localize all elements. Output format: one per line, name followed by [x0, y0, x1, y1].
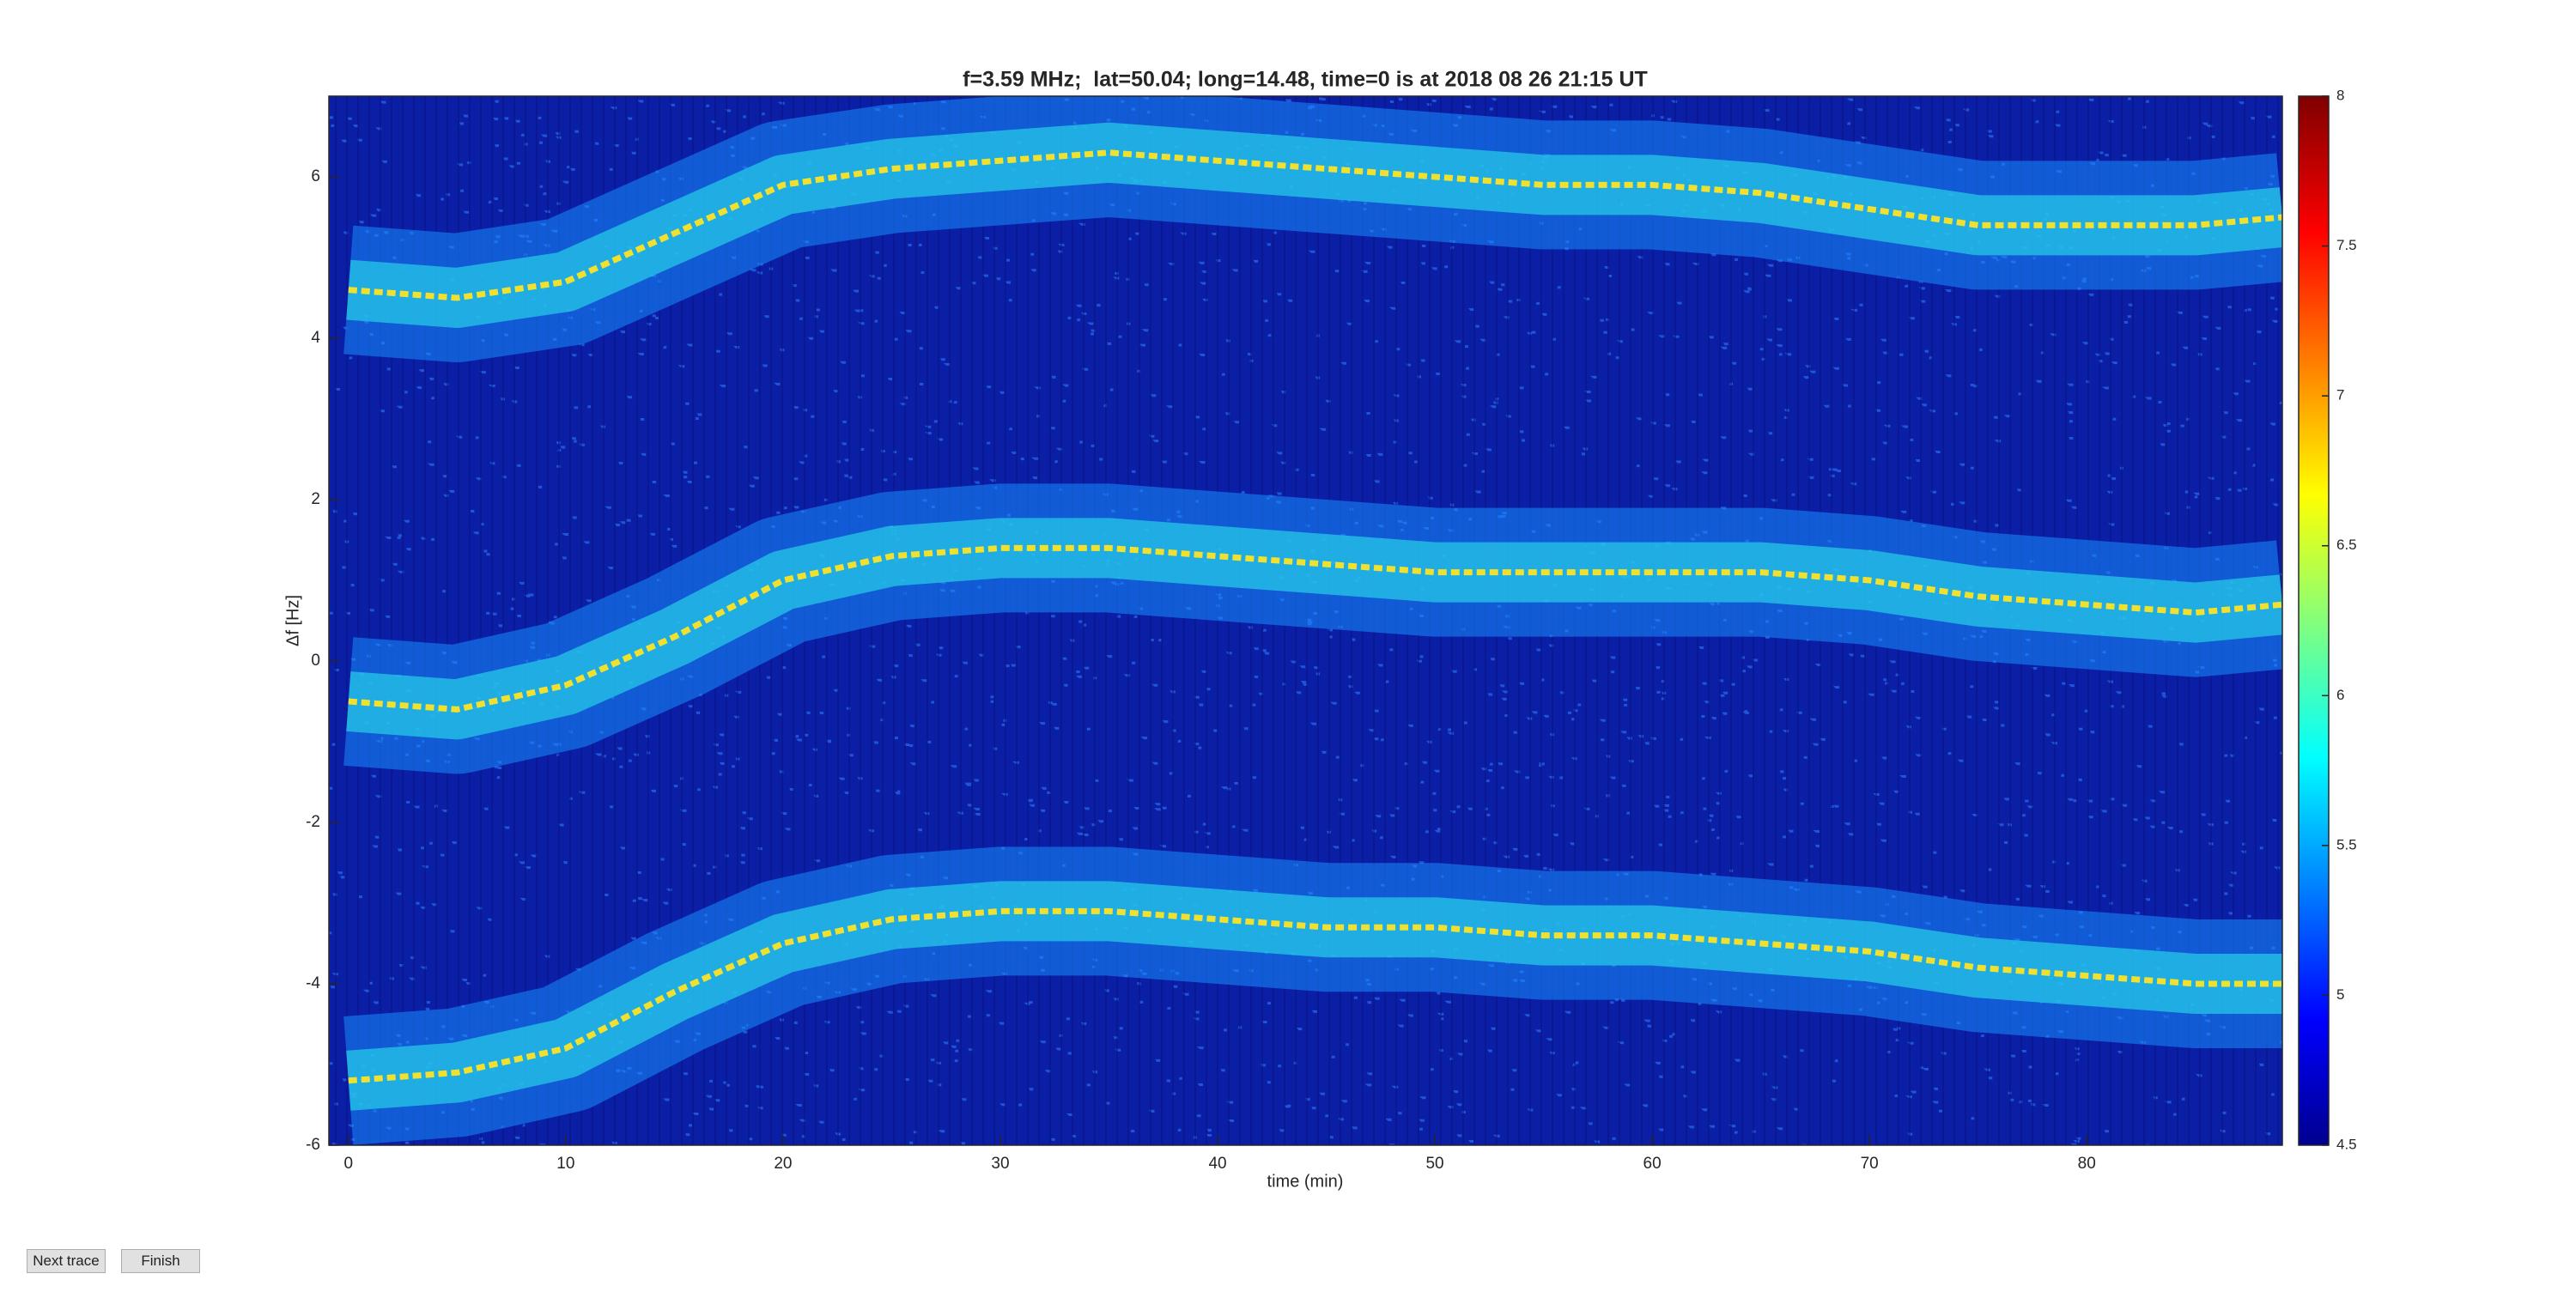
y-tick-label: 0: [311, 652, 320, 670]
x-tick-label: 10: [556, 1155, 574, 1173]
colorbar-tick-label: 5.5: [2336, 836, 2357, 852]
trace-line: [348, 149, 2282, 301]
axes-frame: [328, 95, 2283, 1146]
chart-title: f=3.59 MHz; lat=50.04; long=14.48, time=…: [963, 68, 1648, 92]
colorbar-tick-label: 4.5: [2336, 1136, 2357, 1152]
colorbar-tick-label: 7: [2336, 387, 2344, 403]
trace-line: [348, 544, 2282, 713]
colorbar-tick-label: 5: [2336, 986, 2344, 1003]
x-tick-label: 70: [1861, 1155, 1879, 1173]
colorbar-tick-label: 7.5: [2336, 237, 2357, 253]
colorbar: [2299, 96, 2329, 1145]
y-tick-label: 6: [311, 167, 320, 185]
next-trace-button[interactable]: Next trace: [27, 1249, 106, 1273]
x-tick-label: 0: [343, 1155, 353, 1173]
y-axis-label: Δf [Hz]: [283, 595, 302, 646]
y-tick-label: -6: [306, 1136, 320, 1154]
y-tick-label: 2: [311, 490, 320, 508]
x-tick-label: 30: [991, 1155, 1009, 1173]
y-tick-label: 4: [311, 329, 320, 347]
x-tick-label: 50: [1425, 1155, 1443, 1173]
plot-area: [329, 96, 2282, 1145]
x-axis-label: time (min): [1267, 1172, 1344, 1191]
x-tick-label: 20: [774, 1155, 792, 1173]
x-tick-label: 60: [1643, 1155, 1662, 1173]
y-tick-label: -2: [306, 813, 320, 831]
colorbar-frame: [2298, 95, 2330, 1146]
trace-line: [348, 907, 2282, 1084]
x-tick-label: 80: [2078, 1155, 2096, 1173]
colorbar-tick-label: 6.5: [2336, 537, 2357, 553]
colorbar-tick-label: 6: [2336, 687, 2344, 703]
colorbar-tick-label: 8: [2336, 87, 2344, 103]
y-tick-label: -4: [306, 974, 320, 992]
finish-button[interactable]: Finish: [121, 1249, 200, 1273]
x-tick-label: 40: [1208, 1155, 1226, 1173]
